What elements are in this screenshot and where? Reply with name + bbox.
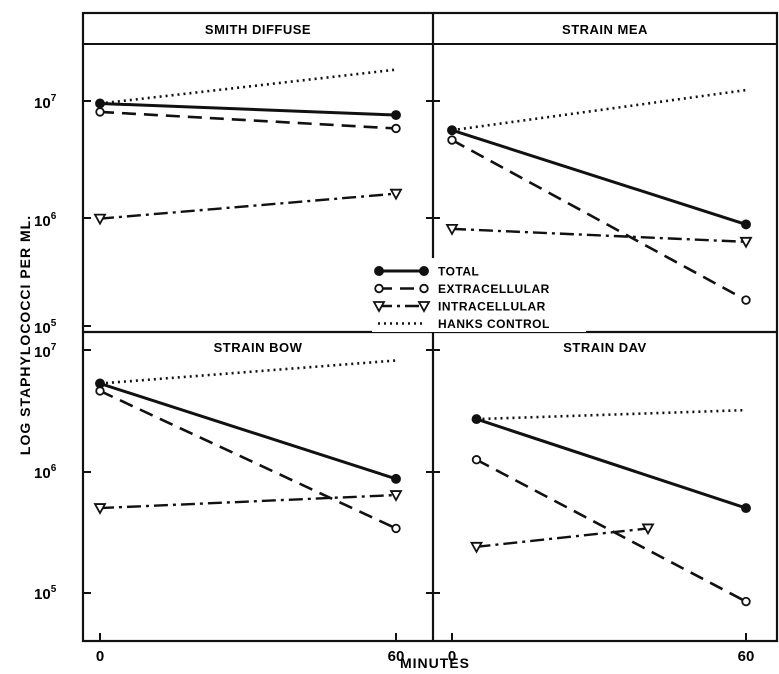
y-tick-label: 106 <box>34 463 57 482</box>
data-point-extracellular <box>391 523 401 534</box>
panels-layer: SMITH DIFFUSE STRAIN MEA STRAIN BOW STRAIN … <box>93 22 753 607</box>
series-line-intracellular <box>99 192 397 220</box>
data-point-extracellular <box>95 107 105 117</box>
series-line-hanks-control <box>476 408 747 421</box>
data-point-intracellular <box>445 223 459 236</box>
y-tick-label: 106 <box>34 211 57 230</box>
panel-title: STRAIN MEA <box>562 22 648 37</box>
data-point-extracellular <box>95 386 105 396</box>
series-line-extracellular <box>475 458 747 603</box>
y-tick-label: 107 <box>34 93 57 112</box>
y-axis-label: LOG STAPHYLOCOCCI PER ML. <box>17 215 33 455</box>
data-point-total <box>95 98 105 109</box>
data-point-intracellular <box>389 188 403 201</box>
x-tick-label: 60 <box>388 648 405 665</box>
data-point-intracellular <box>739 236 753 249</box>
legend-marker-total <box>419 266 429 276</box>
legend-marker-intracellular <box>372 301 386 313</box>
series-line-intracellular <box>476 527 649 548</box>
data-point-extracellular <box>391 123 401 134</box>
data-point-intracellular <box>389 490 403 502</box>
x-tick-label: 60 <box>738 648 755 665</box>
series-line-total <box>99 382 397 481</box>
panel-title: SMITH DIFFUSE <box>205 22 311 37</box>
panel-strain-mea: STRAIN MEA <box>445 22 753 305</box>
legend-label-total: TOTAL <box>438 265 479 279</box>
series-line-total <box>476 417 747 510</box>
axes-layer: 107 106 105 107 106 105 0 60 0 60 <box>34 93 754 665</box>
legend: TOTAL EXTRACELLULAR INTRACELLULAR HANKS CON… <box>372 258 586 332</box>
legend-marker-intracellular <box>417 301 431 313</box>
series-line-intracellular <box>99 493 397 510</box>
panel-strain-bow: STRAIN BOW <box>93 340 403 534</box>
x-tick-label: 0 <box>96 648 104 665</box>
panel-title: STRAIN BOW <box>214 340 303 355</box>
series-line-hanks-control <box>99 359 397 385</box>
data-point-total <box>391 473 401 484</box>
series-line-hanks-control <box>451 88 747 132</box>
data-point-total <box>391 110 401 121</box>
data-point-total <box>741 503 751 514</box>
panel-strain-dav: STRAIN DAV <box>469 340 751 607</box>
y-tick-label: 105 <box>34 584 57 603</box>
series-line-hanks-control <box>99 68 397 105</box>
legend-marker-extracellular <box>374 283 384 294</box>
y-tick-label: 105 <box>34 318 57 337</box>
series-line-total <box>99 102 397 117</box>
data-point-intracellular <box>641 523 655 536</box>
data-point-intracellular <box>469 541 484 554</box>
x-tick-label: 0 <box>448 648 456 665</box>
x-axis-label: MINUTES <box>400 655 470 671</box>
series-line-extracellular <box>99 110 397 130</box>
data-point-extracellular <box>447 135 457 145</box>
legend-label-hanks-control: HANKS CONTROL <box>438 317 550 331</box>
series-line-extracellular <box>99 389 397 530</box>
legend-label-intracellular: INTRACELLULAR <box>438 300 546 314</box>
data-point-total <box>741 219 751 230</box>
data-point-extracellular <box>741 596 751 607</box>
series-line-intracellular <box>451 227 747 244</box>
data-point-intracellular <box>93 213 107 226</box>
data-point-extracellular <box>741 295 751 305</box>
y-tick-label: 107 <box>34 342 57 361</box>
panel-smith-diffuse: SMITH DIFFUSE <box>93 22 403 226</box>
legend-marker-extracellular <box>419 283 429 294</box>
data-point-intracellular <box>93 503 107 515</box>
series-line-extracellular <box>451 138 747 302</box>
panel-title: STRAIN DAV <box>563 340 646 355</box>
series-line-total <box>451 128 747 226</box>
legend-marker-total <box>374 266 384 276</box>
data-point-extracellular <box>471 455 482 465</box>
legend-label-extracellular: EXTRACELLULAR <box>438 282 550 296</box>
